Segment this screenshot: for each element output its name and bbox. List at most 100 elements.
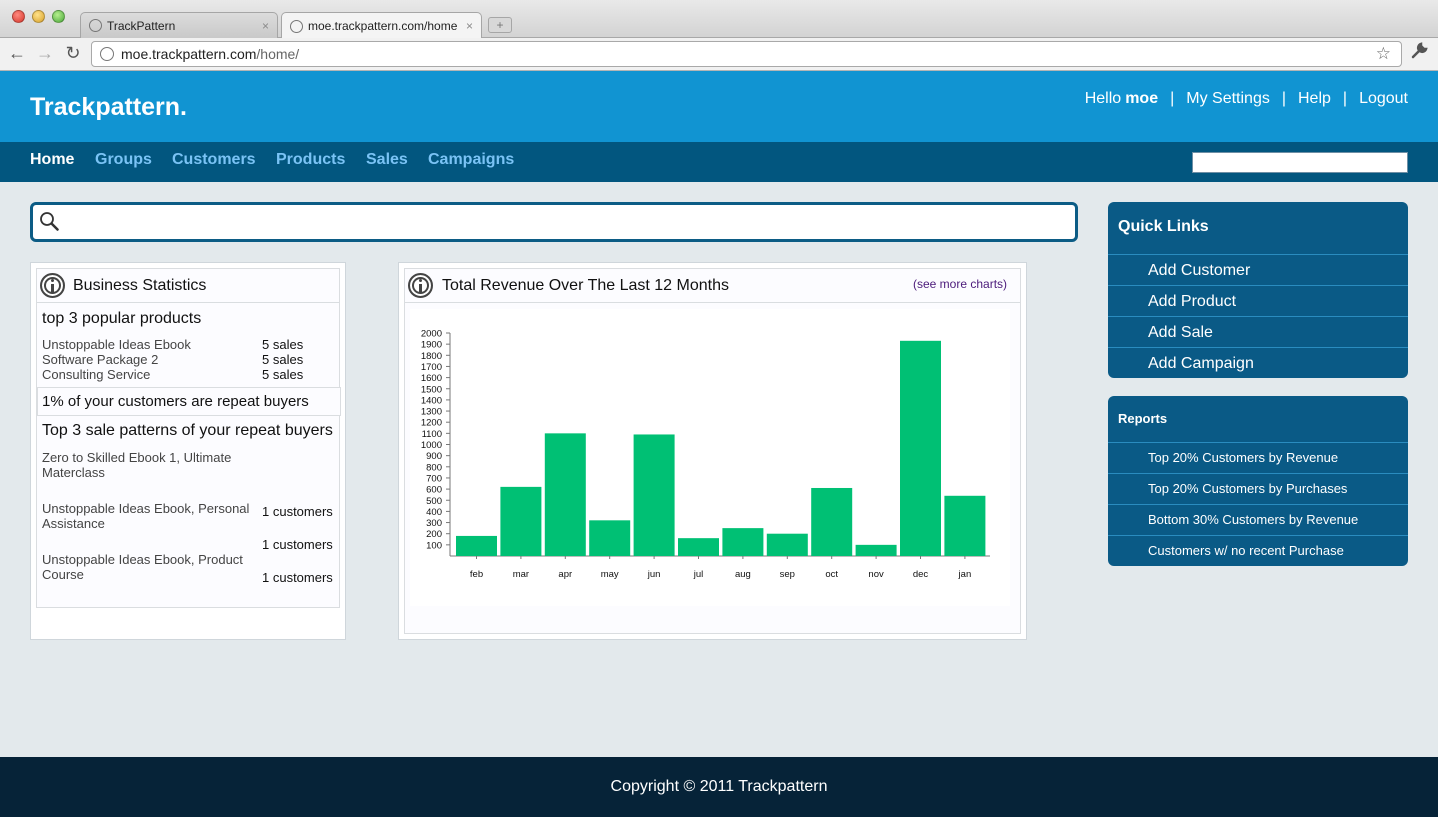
reports-title: Reports [1118, 411, 1168, 426]
revenue-bar-chart: 1002003004005006007008009001000110012001… [410, 309, 1010, 606]
new-tab-button[interactable]: + [488, 17, 512, 33]
popular-product-value: 5 sales [262, 337, 304, 352]
info-icon [408, 273, 433, 298]
main-search-input[interactable] [69, 209, 1059, 235]
nav-groups[interactable]: Groups [95, 151, 152, 168]
sale-pattern-value: 1 customers [262, 537, 333, 552]
x-tick-label: sep [780, 569, 795, 580]
bar-dec [900, 340, 941, 556]
bar-jun [633, 434, 675, 556]
y-tick-label: 2000 [421, 329, 442, 340]
forward-icon[interactable]: → [36, 43, 54, 63]
x-tick-label: jul [693, 569, 704, 580]
x-tick-label: nov [868, 569, 884, 580]
tab-close-icon[interactable]: × [465, 19, 473, 33]
bar-feb [456, 535, 497, 556]
revenue-panel: Total Revenue Over The Last 12 Months (s… [398, 262, 1027, 640]
logout-link[interactable]: Logout [1359, 90, 1408, 107]
bar-oct [811, 487, 853, 556]
sale-patterns-heading: Top 3 sale patterns of your repeat buyer… [42, 422, 333, 439]
report-label: Customers w/ no recent Purchase [1148, 543, 1344, 558]
tab-close-icon[interactable]: × [261, 18, 269, 33]
popular-product-name: Consulting Service [42, 367, 151, 382]
bar-aug [722, 528, 764, 556]
browser-tab-strip: TrackPattern × moe.trackpattern.com/home… [0, 0, 1438, 39]
revenue-title: Total Revenue Over The Last 12 Months [442, 277, 729, 294]
y-tick-label: 800 [426, 462, 442, 473]
see-more-charts-link[interactable]: (see more charts) [913, 277, 1008, 291]
quick-link-label: Add Product [1148, 293, 1237, 310]
copyright-text: Copyright © 2011 Trackpattern [610, 778, 828, 795]
report-no-recent-purchase[interactable]: Customers w/ no recent Purchase [1108, 535, 1408, 566]
separator: | [1342, 90, 1348, 107]
minimize-window-button[interactable] [32, 10, 45, 23]
site-logo[interactable]: Trackpattern. [30, 93, 188, 121]
y-tick-label: 1400 [421, 395, 442, 406]
nav-products[interactable]: Products [276, 151, 346, 168]
y-tick-label: 1200 [421, 418, 442, 429]
wrench-icon[interactable] [1410, 42, 1428, 65]
bar-nov [855, 544, 897, 556]
quick-link-add-customer[interactable]: Add Customer [1108, 254, 1408, 285]
browser-tab-home[interactable]: moe.trackpattern.com/home × [281, 12, 482, 39]
business-statistics-panel: Business Statistics top 3 popular produc… [30, 262, 346, 640]
address-bar[interactable]: moe.trackpattern.com/home/ ☆ [91, 41, 1402, 67]
bookmark-star-icon[interactable]: ☆ [1375, 44, 1391, 63]
nav-search-input[interactable] [1192, 152, 1408, 173]
reload-icon[interactable]: ↻ [65, 43, 81, 63]
y-tick-label: 700 [426, 473, 442, 484]
quick-links-title: Quick Links [1118, 218, 1209, 235]
site-footer: Copyright © 2011 Trackpattern [0, 757, 1438, 817]
sale-pattern-name: Unstoppable Ideas Ebook, Product Course [42, 552, 243, 582]
info-icon [40, 273, 65, 298]
nav-campaigns[interactable]: Campaigns [428, 151, 515, 168]
divider [37, 302, 339, 303]
quick-link-add-sale[interactable]: Add Sale [1108, 316, 1408, 347]
main-nav: Home Groups Customers Products Sales Cam… [0, 142, 1438, 182]
main-search-bar[interactable] [30, 202, 1078, 242]
separator: | [1170, 90, 1175, 107]
nav-customers[interactable]: Customers [172, 151, 256, 168]
repeat-buyers-box: 1% of your customers are repeat buyers [37, 387, 341, 416]
quick-links-box: Quick Links Add Customer Add Product Add… [1108, 202, 1408, 378]
report-top-revenue[interactable]: Top 20% Customers by Revenue [1108, 442, 1408, 473]
my-settings-link[interactable]: My Settings [1186, 90, 1270, 107]
y-tick-label: 1700 [421, 362, 442, 373]
close-window-button[interactable] [12, 10, 25, 23]
y-tick-label: 600 [426, 485, 442, 496]
bar-sep [766, 533, 808, 556]
hello-text: Hello [1084, 90, 1122, 107]
report-bottom-revenue[interactable]: Bottom 30% Customers by Revenue [1108, 504, 1408, 535]
popular-product-name: Unstoppable Ideas Ebook [42, 337, 191, 352]
y-tick-label: 1900 [421, 340, 442, 351]
help-link[interactable]: Help [1298, 90, 1331, 107]
zoom-window-button[interactable] [52, 10, 65, 23]
y-tick-label: 200 [426, 529, 442, 540]
report-label: Bottom 30% Customers by Revenue [1148, 512, 1359, 527]
quick-link-label: Add Customer [1148, 262, 1251, 279]
y-tick-label: 1800 [421, 351, 442, 362]
bar-jul [678, 538, 719, 556]
nav-sales[interactable]: Sales [366, 151, 408, 168]
y-tick-label: 1000 [421, 440, 442, 451]
quick-link-add-product[interactable]: Add Product [1108, 285, 1408, 316]
y-tick-label: 1100 [422, 429, 442, 440]
y-tick-label: 900 [426, 451, 442, 462]
sale-pattern-value: 1 customers [262, 504, 333, 519]
nav-home[interactable]: Home [30, 151, 75, 168]
browser-tab-trackpattern[interactable]: TrackPattern × [80, 12, 278, 38]
business-statistics-inner: Business Statistics top 3 popular produc… [36, 268, 341, 608]
y-tick-label: 1300 [421, 407, 442, 418]
x-tick-label: mar [513, 569, 529, 580]
back-icon[interactable]: ← [8, 43, 26, 63]
report-top-purchases[interactable]: Top 20% Customers by Purchases [1108, 473, 1408, 504]
x-tick-label: aug [735, 569, 751, 580]
quick-link-add-campaign[interactable]: Add Campaign [1108, 347, 1408, 378]
report-label: Top 20% Customers by Purchases [1148, 481, 1348, 496]
url-host: moe.trackpattern.com [121, 46, 257, 62]
sale-pattern-value: 1 customers [262, 570, 333, 585]
site-header: Trackpattern. Hello moe | My Settings | … [0, 71, 1438, 142]
url-path: /home/ [256, 46, 300, 62]
divider [405, 302, 1020, 303]
popular-product-value: 5 sales [262, 352, 304, 367]
